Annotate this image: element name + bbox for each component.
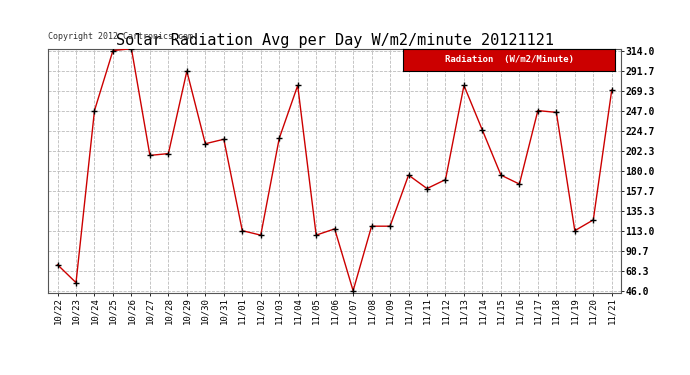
Title: Solar Radiation Avg per Day W/m2/minute 20121121: Solar Radiation Avg per Day W/m2/minute … (116, 33, 553, 48)
Text: Copyright 2012 Cartronics.com: Copyright 2012 Cartronics.com (48, 32, 193, 41)
